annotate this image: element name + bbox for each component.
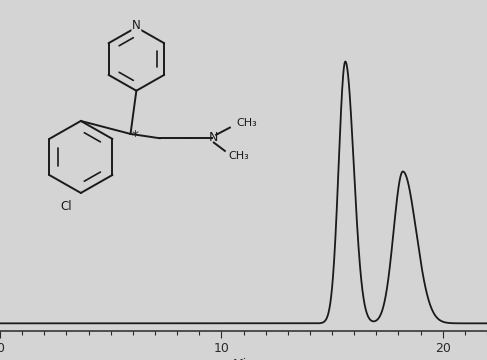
Text: CH₃: CH₃	[236, 118, 257, 128]
Text: Cl: Cl	[60, 200, 72, 213]
Text: N: N	[132, 19, 141, 32]
Text: N: N	[209, 131, 219, 144]
Text: *: *	[132, 129, 139, 143]
Text: CH₃: CH₃	[228, 151, 249, 161]
X-axis label: Min: Min	[232, 358, 255, 360]
